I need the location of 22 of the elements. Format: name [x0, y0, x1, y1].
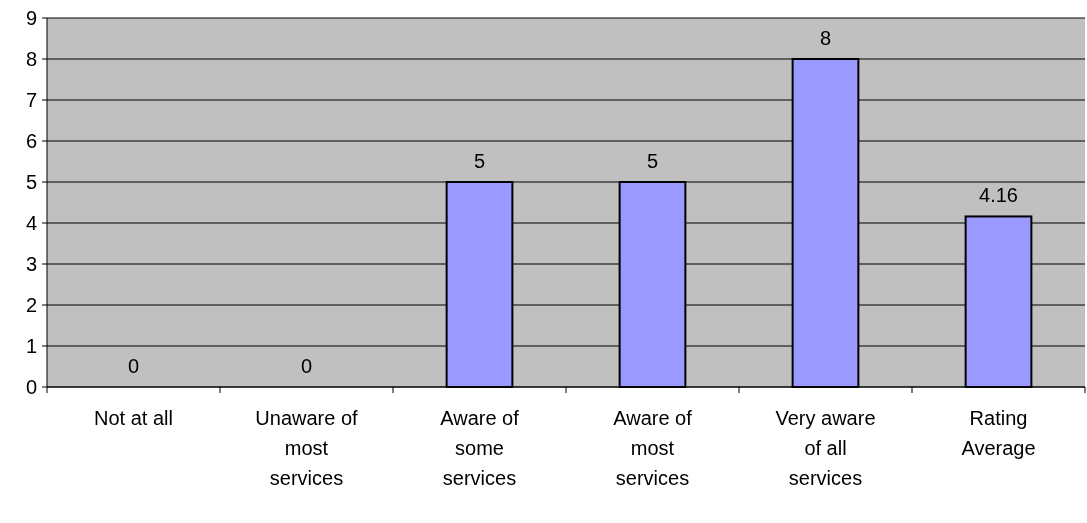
x-tick-label: Unaware of most services: [255, 407, 359, 489]
x-tick-label: Not at all: [94, 407, 173, 429]
data-label: 5: [473, 150, 486, 172]
x-tick-label: Aware of some services: [440, 407, 520, 489]
data-label: 0: [127, 355, 140, 377]
data-label: 4.16: [979, 184, 1018, 207]
data-label: 8: [819, 27, 832, 49]
x-tick-label: Very aware of all services: [775, 407, 876, 489]
y-tick-label: 2: [25, 294, 37, 316]
data-label: 0: [300, 355, 313, 377]
data-label: 5: [646, 150, 659, 172]
y-tick-label: 8: [25, 48, 37, 70]
x-tick-label: Rating Average: [961, 407, 1036, 459]
x-tick-label: Aware of most services: [613, 407, 693, 489]
y-tick-label: 7: [25, 89, 37, 111]
y-tick-label: 3: [25, 253, 37, 275]
y-tick-label: 6: [25, 130, 37, 152]
y-tick-label: 0: [25, 376, 37, 398]
y-tick-label: 9: [25, 7, 37, 29]
y-tick-label: 1: [25, 335, 37, 357]
y-tick-label: 5: [25, 171, 37, 193]
y-tick-label: 4: [25, 212, 37, 234]
